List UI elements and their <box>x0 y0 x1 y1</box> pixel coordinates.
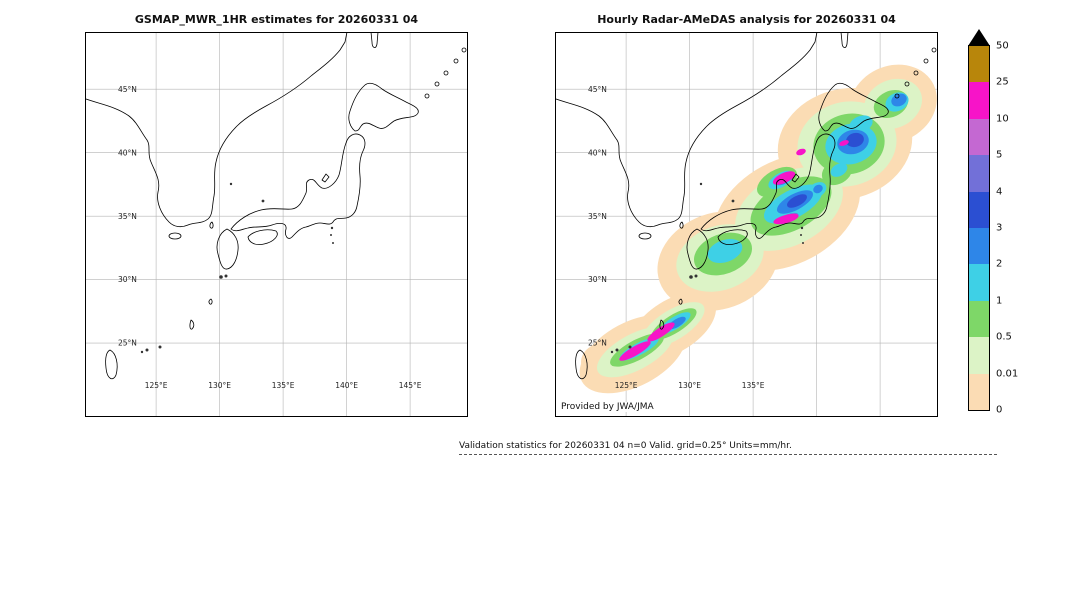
right-lat-tick-labels: 45°N 40°N 35°N 30°N 25°N <box>588 85 607 348</box>
validation-statistics-text: Validation statistics for 20260331 04 n=… <box>459 441 997 455</box>
lon-tick-label: 135°E <box>742 381 765 390</box>
lat-tick-label: 25°N <box>588 339 607 348</box>
left-panel-title: GSMAP_MWR_1HR estimates for 20260331 04 <box>134 13 419 26</box>
colorbar-tick-10: 10 <box>996 113 1009 125</box>
right-map-svg: 45°N 40°N 35°N 30°N 25°N 125°E 130°E 135… <box>555 32 938 417</box>
colorbar-tick-2: 2 <box>996 258 1003 270</box>
lat-tick-label: 35°N <box>588 212 607 221</box>
colorbar-tick-0.01: 0.01 <box>996 368 1019 380</box>
right-map-panel: 45°N 40°N 35°N 30°N 25°N 125°E 130°E 135… <box>555 32 938 417</box>
lon-tick-label: 130°E <box>678 381 701 390</box>
colorbar-tick-3: 3 <box>996 222 1003 234</box>
colorbar-tick-0.5: 0.5 <box>996 331 1012 343</box>
lon-tick-label: 145°E <box>399 381 422 390</box>
colorbar-segment-0.01-0.5 <box>969 337 989 374</box>
colorbar-segment-25-50 <box>969 46 989 83</box>
right-map-frame <box>555 32 938 417</box>
lon-tick-label: 135°E <box>272 381 295 390</box>
lon-tick-label: 125°E <box>615 381 638 390</box>
colorbar-tick-0: 0 <box>996 404 1003 416</box>
lat-tick-label: 25°N <box>118 339 137 348</box>
colorbar-segment-10-25 <box>969 82 989 119</box>
left-lon-tick-labels: 125°E 130°E 135°E 140°E 145°E <box>145 381 422 390</box>
colorbar-tick-4: 4 <box>996 186 1003 198</box>
colorbar-bar <box>968 45 990 411</box>
right-lon-tick-labels: 125°E 130°E 135°E <box>615 381 765 390</box>
lon-tick-label: 130°E <box>208 381 231 390</box>
left-map-background <box>85 32 468 417</box>
colorbar-segment-3-4 <box>969 191 989 229</box>
colorbar-segment-0-0.01 <box>969 373 989 411</box>
precipitation-overlay <box>579 64 937 394</box>
attribution-label: Provided by JWA/JMA <box>558 402 657 412</box>
left-lat-tick-labels: 45°N 40°N 35°N 30°N 25°N <box>118 85 137 348</box>
left-map-svg: 45°N 40°N 35°N 30°N 25°N 125°E 130°E 135… <box>85 32 468 417</box>
lon-tick-label: 125°E <box>145 381 168 390</box>
lat-tick-label: 35°N <box>118 212 137 221</box>
left-map-frame <box>85 32 468 417</box>
colorbar-segment-1-2 <box>969 264 989 301</box>
lat-tick-label: 30°N <box>588 275 607 284</box>
lat-tick-label: 30°N <box>118 275 137 284</box>
colorbar-segment-2-3 <box>969 228 989 265</box>
lat-tick-label: 40°N <box>588 148 607 157</box>
lat-tick-label: 40°N <box>118 148 137 157</box>
colorbar-overflow-triangle <box>968 29 990 46</box>
colorbar-tick-5: 5 <box>996 149 1003 161</box>
right-panel-title: Hourly Radar-AMeDAS analysis for 2026033… <box>597 13 896 26</box>
left-map-panel: 45°N 40°N 35°N 30°N 25°N 125°E 130°E 135… <box>85 32 468 417</box>
colorbar-ticks: 50 25 10 5 4 3 2 1 0.5 0.01 0 <box>996 41 1046 416</box>
lat-tick-label: 45°N <box>588 85 607 94</box>
colorbar-segment-0.5-1 <box>969 300 989 338</box>
colorbar-segment-5-10 <box>969 118 989 156</box>
colorbar-tick-1: 1 <box>996 295 1003 307</box>
colorbar-tick-50: 50 <box>996 40 1009 52</box>
lat-tick-label: 45°N <box>118 85 137 94</box>
colorbar-tick-25: 25 <box>996 76 1009 88</box>
colorbar-segment-4-5 <box>969 155 989 192</box>
lon-tick-label: 140°E <box>335 381 358 390</box>
